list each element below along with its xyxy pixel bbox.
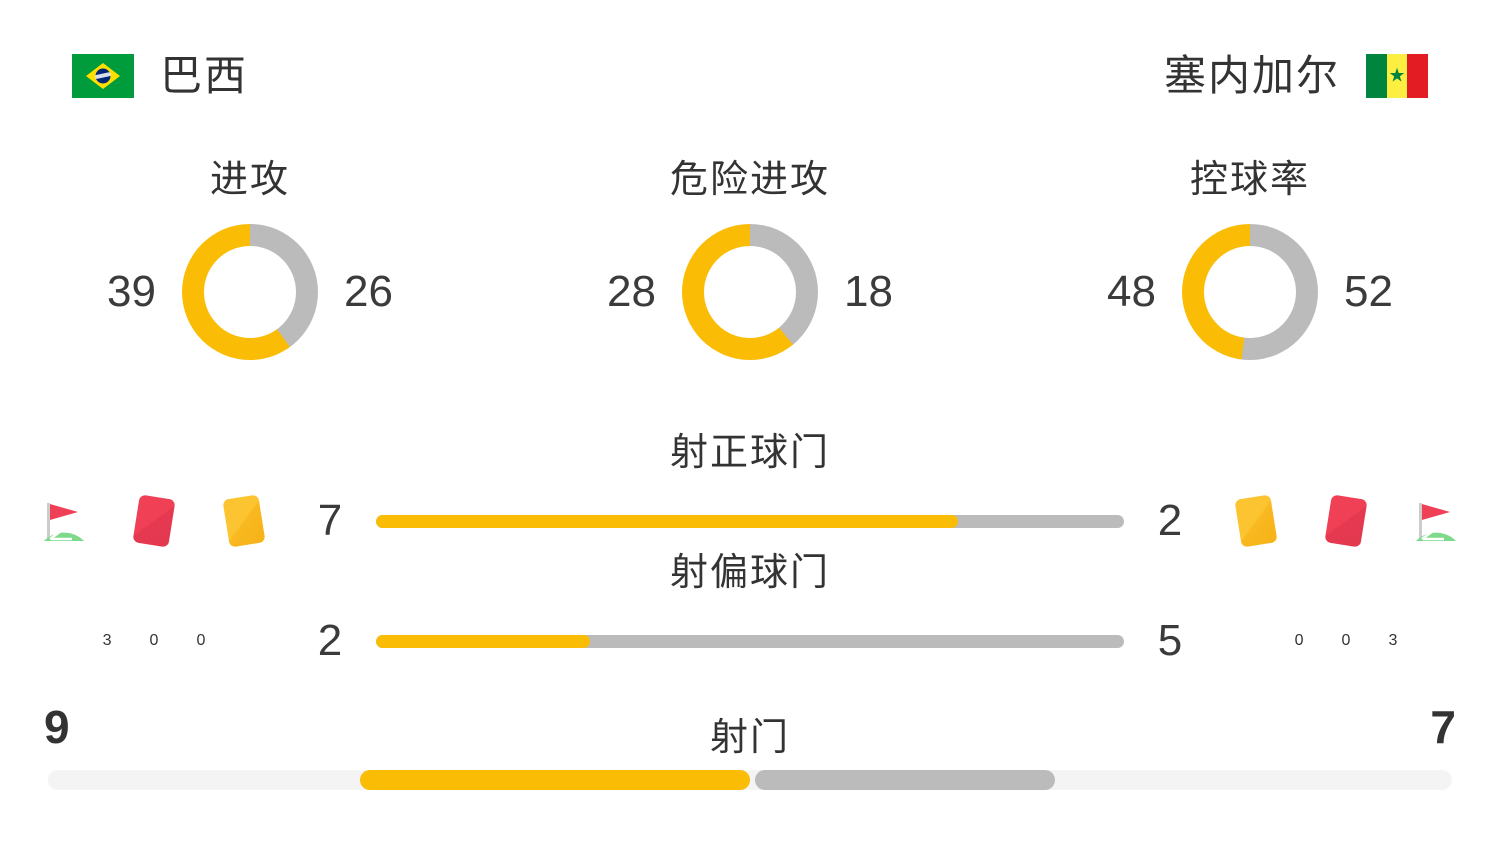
red-card-icon [128,494,180,548]
bar-stats-section: 射正球门 7 [0,425,1500,665]
yellow-card-icon [218,494,270,548]
away-yellow-cards-value: 0 [1294,632,1304,649]
bottom-away-value: 7 [1430,701,1456,753]
bar-home-value: 2 [317,616,343,665]
donut-title: 危险进攻 [669,159,830,201]
bottom-home-value: 9 [44,701,70,753]
donut-stat-dangerous-attacks: 危险进攻 28 18 [500,159,1000,410]
bar-stat-shots-on-target: 射正球门 7 [0,425,1500,548]
bar-away-value: 2 [1157,496,1183,545]
home-yellow-cards-value: 0 [196,632,206,649]
teams-header: 巴西 塞内加尔 ★ [0,40,1500,112]
bar-stat-shots-off-target: 射偏球门 3 0 0 2 5 0 0 3 [0,545,1500,665]
away-team[interactable]: 塞内加尔 ★ [1164,54,1428,98]
bottom-bar-track [48,770,1452,790]
home-side-values: 3 0 0 [0,632,290,650]
red-card-icon [1320,494,1372,548]
corner-flag-icon [38,495,90,547]
bar-title: 射正球门 [669,432,830,474]
donut-home-value: 28 [607,266,656,316]
donut-home-value: 48 [1107,266,1156,316]
bar-title: 射偏球门 [669,552,830,594]
away-side-values: 0 0 3 [1210,632,1500,650]
away-team-name: 塞内加尔 [1163,52,1340,99]
senegal-flag-icon: ★ [1366,54,1428,98]
donut-home-value: 39 [107,266,156,316]
donut-away-value: 52 [1344,266,1393,316]
donut-stats-row: 进攻 39 26 危险进攻 28 18 控球率 48 52 [0,159,1500,410]
donut-away-value: 26 [344,266,393,316]
bar-fill-home [376,514,958,528]
away-corners-value: 3 [1388,632,1398,649]
home-corners-value: 3 [102,632,112,649]
home-team[interactable]: 巴西 [72,54,248,98]
donut-stat-possession: 控球率 48 52 [1000,159,1500,410]
donut-away-value: 18 [844,266,893,316]
yellow-card-icon [1230,494,1282,548]
donut-title: 控球率 [1189,159,1310,201]
bar-away-value: 5 [1157,616,1183,665]
donut-stat-attacks: 进攻 39 26 [0,159,500,410]
away-icon-group [1210,494,1500,548]
bar-track [376,514,1124,528]
bottom-bar-fill-home [359,770,750,790]
bottom-shots-stat: 9 射门 7 [0,690,1500,820]
bottom-title: 射门 [709,717,790,759]
brazil-flag-icon [72,54,134,98]
bottom-bar-fill-away [755,770,1056,790]
home-team-name: 巴西 [160,52,249,99]
bar-track [376,634,1124,648]
home-red-cards-value: 0 [149,632,159,649]
corner-flag-icon [1410,495,1462,547]
donut-chart [682,223,818,360]
donut-chart [1182,223,1318,360]
away-red-cards-value: 0 [1341,632,1351,649]
donut-title: 进攻 [209,159,290,201]
bar-home-value: 7 [317,496,343,545]
donut-chart [182,223,318,360]
home-icon-group [0,494,290,548]
bar-fill-home [376,634,590,648]
